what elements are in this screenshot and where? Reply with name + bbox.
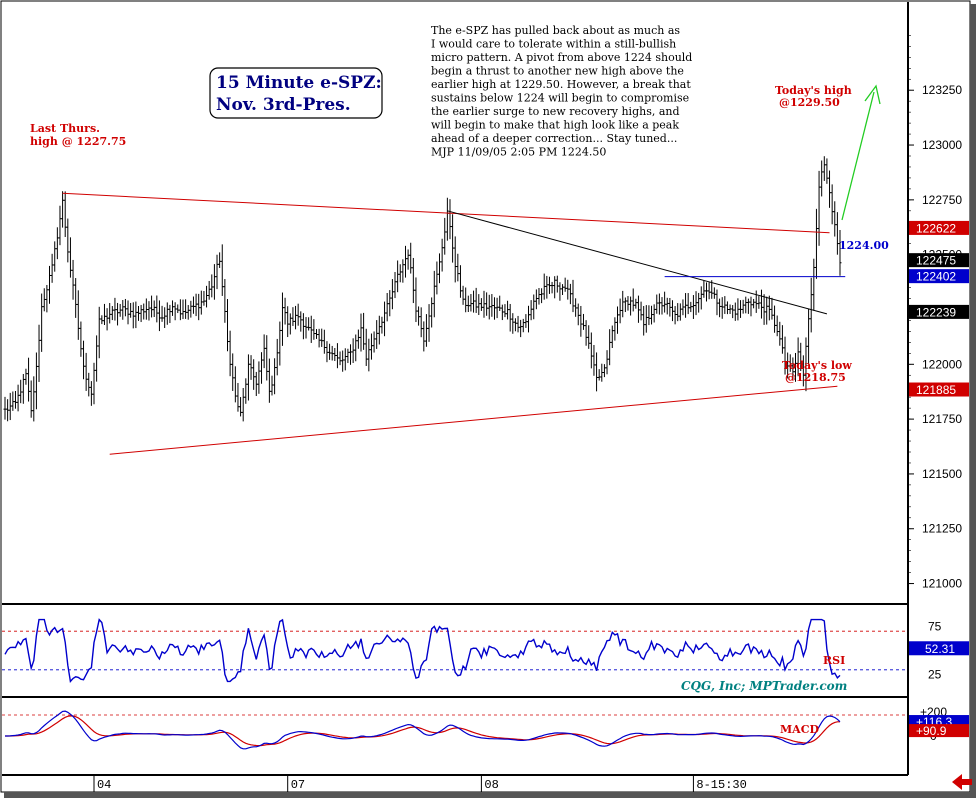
price-tag: 122239 bbox=[909, 304, 969, 319]
rsi-panel: 75 25 52.31 bbox=[2, 618, 969, 683]
trendline-lower bbox=[109, 385, 838, 455]
commentary-line: ahead of a deeper correction... Stay tun… bbox=[431, 132, 677, 145]
price-tick-label: 122750 bbox=[922, 193, 962, 207]
svg-text:+90.9: +90.9 bbox=[916, 724, 947, 738]
last-thurs-high-label-1: Last Thurs. bbox=[30, 122, 100, 135]
macd-line bbox=[5, 710, 841, 750]
x-tick-label: 04 bbox=[97, 778, 111, 792]
frame-shadow-bottom bbox=[4, 792, 976, 798]
todays-low-label-1: Today's low bbox=[782, 359, 852, 372]
x-tick-label: 8-15:30 bbox=[696, 778, 746, 792]
macd-label: MACD bbox=[780, 723, 819, 736]
rsi-label: RSI bbox=[823, 654, 845, 667]
price-tick-label: 123250 bbox=[922, 83, 962, 97]
title-box: 15 Minute e-SPZ: Nov. 3rd-Pres. bbox=[209, 67, 383, 119]
svg-text:121885: 121885 bbox=[916, 383, 956, 397]
rsi-current-tag: 52.31 bbox=[909, 641, 969, 656]
svg-text:52.31: 52.31 bbox=[925, 642, 955, 656]
todays-low-label-2: @1218.75 bbox=[785, 371, 846, 384]
price-tags: 122622 122475 122402 122239 121885 bbox=[909, 220, 969, 397]
svg-text:122239: 122239 bbox=[916, 305, 956, 319]
macd-panel: +2000+116.3+90.9 bbox=[2, 705, 969, 750]
rsi-tick-label: 75 bbox=[928, 619, 942, 633]
x-axis: 04 07 08 8-15:30 bbox=[93, 775, 747, 792]
commentary-line: MJP 11/09/05 2:05 PM 1224.50 bbox=[431, 146, 606, 159]
price-tag: 121885 bbox=[909, 382, 969, 397]
svg-text:122475: 122475 bbox=[916, 254, 956, 268]
x-tick-label: 08 bbox=[484, 778, 498, 792]
chart-subtitle: Nov. 3rd-Pres. bbox=[216, 95, 351, 115]
price-tag: 122622 bbox=[909, 220, 969, 235]
todays-high-label-2: @1229.50 bbox=[779, 96, 840, 109]
todays-high-label-1: Today's high bbox=[775, 84, 852, 97]
trendline-decline bbox=[447, 210, 828, 315]
commentary-text: The e-SPZ has pulled back about as much … bbox=[431, 24, 692, 159]
price-tick-label: 121500 bbox=[922, 467, 962, 481]
ohlc-bar bbox=[838, 229, 842, 276]
credit-text: CQG, Inc; MPTrader.com bbox=[681, 679, 847, 693]
commentary-line: micro pattern. A pivot from above 1224 s… bbox=[431, 51, 692, 64]
projection-arrow bbox=[841, 84, 881, 221]
price-tick-label: 123000 bbox=[922, 138, 962, 152]
chart-frame bbox=[0, 0, 971, 793]
commentary-line: The e-SPZ has pulled back about as much … bbox=[431, 24, 680, 37]
trendlines bbox=[62, 192, 846, 455]
x-tick-label: 07 bbox=[291, 778, 305, 792]
commentary-line: the earlier surge to new recovery highs,… bbox=[431, 105, 680, 118]
rsi-tick-label: 25 bbox=[928, 668, 942, 682]
back-arrow-icon[interactable] bbox=[952, 774, 972, 790]
rsi-line bbox=[4, 618, 841, 683]
commentary-line: earlier high at 1229.50. However, a brea… bbox=[431, 78, 691, 91]
commentary-line: I would care to tolerate within a still-… bbox=[431, 38, 676, 51]
commentary-line: begin a thrust to another new high above… bbox=[431, 65, 684, 78]
chart-title: 15 Minute e-SPZ: bbox=[216, 73, 382, 93]
last-thurs-high-label-2: high @ 1227.75 bbox=[30, 135, 126, 148]
signal-current-tag: +90.9 bbox=[909, 724, 969, 738]
level-1224-label: 1224.00 bbox=[839, 239, 889, 252]
price-tick-label: 121750 bbox=[922, 412, 962, 426]
price-tag: 122475 bbox=[909, 253, 969, 268]
price-tick-label: 121250 bbox=[922, 522, 962, 536]
price-tick-label: 122000 bbox=[922, 357, 962, 371]
price-bars bbox=[3, 156, 842, 422]
price-tag: 122402 bbox=[909, 269, 969, 284]
svg-text:122402: 122402 bbox=[916, 270, 956, 284]
price-tick-label: 121000 bbox=[922, 577, 962, 591]
commentary-line: sustains below 1224 will begin to compro… bbox=[431, 92, 689, 105]
svg-text:122622: 122622 bbox=[916, 221, 956, 235]
commentary-line: will begin to make that high look like a… bbox=[431, 119, 679, 132]
trendline-upper bbox=[62, 192, 830, 234]
frame-shadow-right bbox=[970, 4, 976, 794]
